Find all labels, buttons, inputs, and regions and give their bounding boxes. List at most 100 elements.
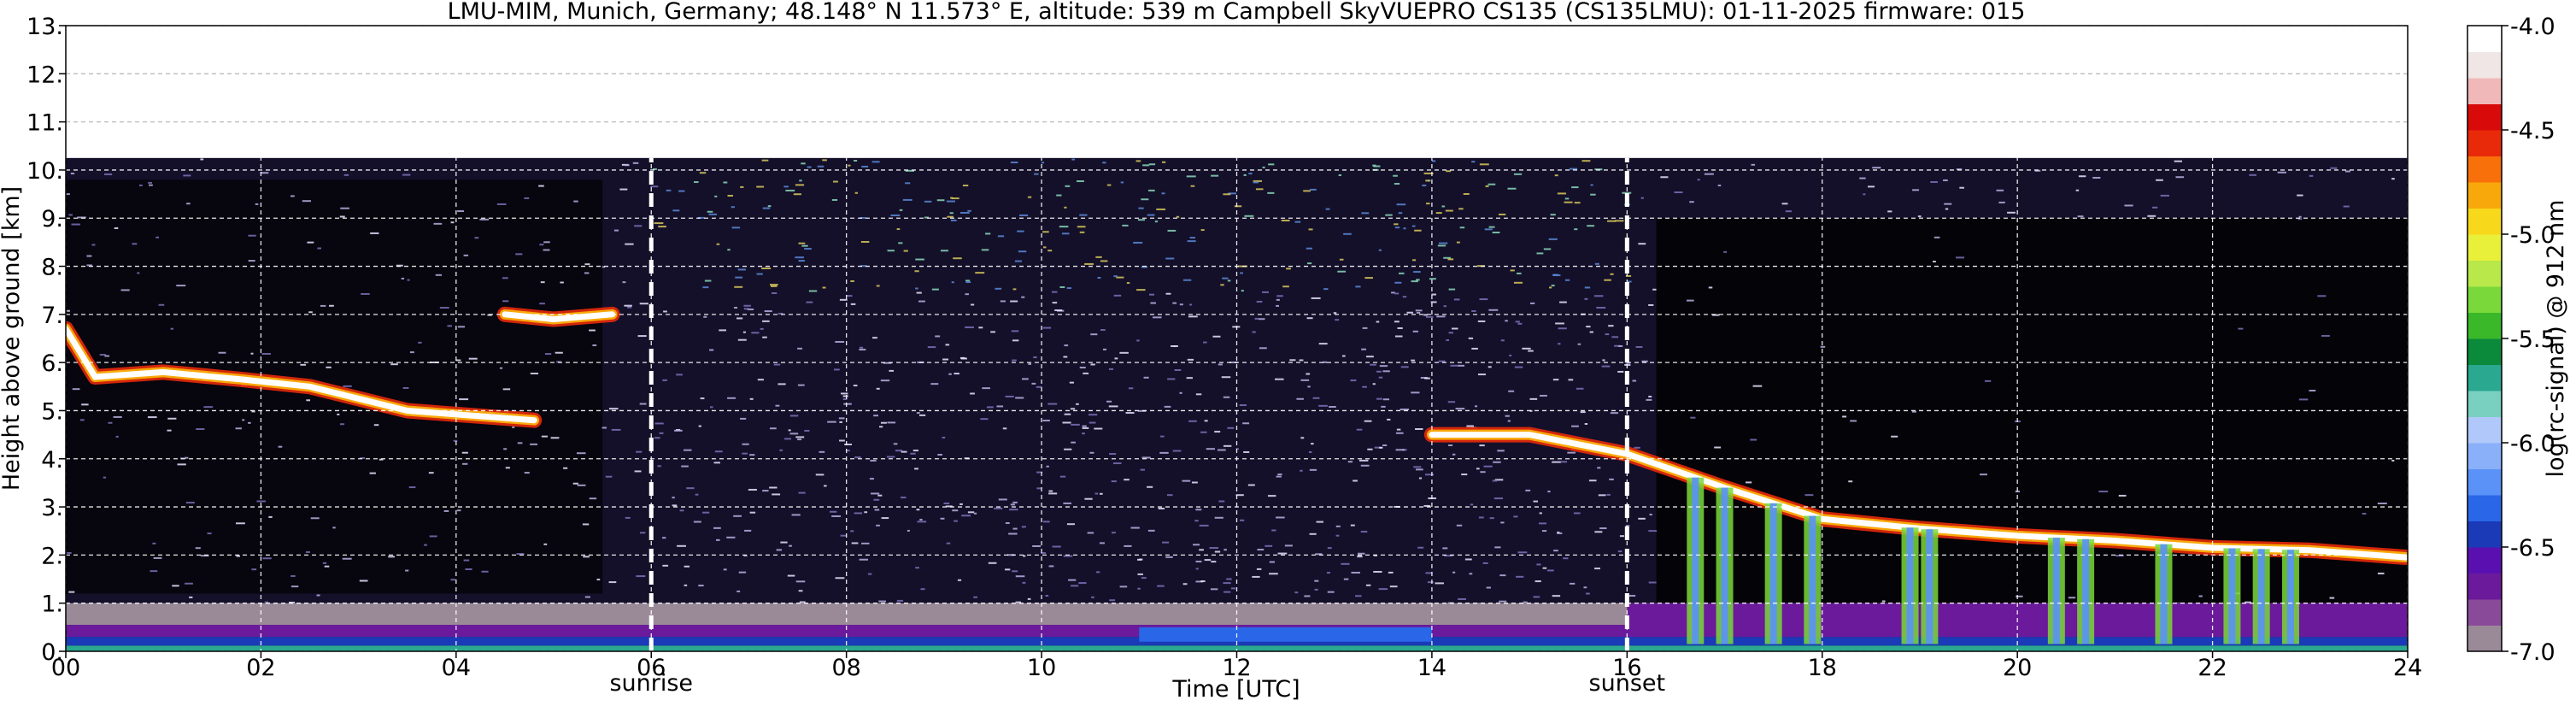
noise-speckle: [1195, 393, 1202, 396]
noise-speckle: [1500, 339, 1505, 342]
noise-speckle: [530, 372, 539, 374]
noise-speckle: [835, 577, 845, 580]
noise-speckle: [543, 543, 548, 545]
noise-speckle: [1448, 288, 1456, 291]
noise-speckle: [1395, 432, 1404, 434]
noise-speckle: [1012, 359, 1017, 362]
noise-speckle: [797, 347, 803, 350]
noise-speckle: [1195, 580, 1204, 583]
noise-speckle: [1077, 226, 1086, 228]
noise-speckle: [408, 486, 416, 489]
noise-speckle: [915, 567, 919, 569]
noise-speckle: [583, 556, 590, 558]
noise-speckle: [1420, 377, 1428, 379]
noise-speckle: [339, 215, 345, 218]
noise-speckle: [708, 213, 718, 215]
colorbar-segment: [2467, 391, 2502, 417]
noise-speckle: [503, 448, 508, 450]
colorbar-segment: [2467, 234, 2502, 261]
noise-speckle: [1466, 425, 1475, 427]
noise-speckle: [1240, 519, 1245, 521]
noise-speckle: [1872, 167, 1881, 169]
noise-speckle: [1010, 162, 1018, 164]
noise-speckle: [1045, 594, 1049, 597]
noise-speckle: [995, 287, 1002, 290]
noise-speckle: [1528, 350, 1534, 352]
noise-speckle: [777, 383, 786, 385]
noise-speckle: [1452, 571, 1456, 574]
noise-speckle: [1066, 287, 1072, 290]
x-tick-label: 02: [246, 655, 275, 681]
noise-speckle: [601, 266, 606, 268]
noise-speckle: [1148, 293, 1155, 296]
colorbar-segment: [2467, 547, 2502, 574]
noise-speckle: [743, 308, 750, 310]
noise-speckle: [1165, 257, 1175, 260]
noise-speckle: [524, 197, 530, 199]
noise-speckle: [2016, 595, 2023, 597]
noise-speckle: [1239, 404, 1247, 407]
noise-speckle: [516, 553, 525, 556]
noise-speckle: [1353, 479, 1358, 482]
noise-speckle: [1269, 561, 1275, 563]
noise-speckle: [1413, 466, 1422, 468]
noise-speckle: [1276, 475, 1282, 478]
noise-speckle: [1199, 524, 1209, 527]
noise-speckle: [1649, 514, 1652, 516]
y-tick-label: 8.: [41, 255, 63, 281]
noise-speckle: [200, 555, 209, 557]
noise-speckle: [1425, 572, 1433, 574]
noise-speckle: [2244, 601, 2251, 603]
noise-speckle: [1361, 348, 1367, 350]
noise-speckle: [793, 193, 801, 196]
noise-speckle: [1553, 550, 1558, 552]
noise-speckle: [1589, 331, 1593, 333]
noise-speckle: [1223, 549, 1227, 551]
noise-speckle: [784, 438, 792, 440]
noise-speckle: [771, 292, 777, 295]
noise-speckle: [429, 535, 437, 538]
noise-speckle: [1195, 568, 1199, 570]
noise-speckle: [158, 303, 165, 306]
noise-speckle: [1570, 582, 1576, 585]
noise-speckle: [622, 281, 626, 284]
noise-speckle: [1230, 587, 1236, 590]
noise-speckle: [890, 214, 901, 216]
y-axis-label: Height above ground [km]: [0, 186, 25, 491]
noise-speckle: [1012, 527, 1018, 530]
noise-speckle: [2344, 170, 2350, 173]
noise-speckle: [915, 287, 918, 290]
noise-speckle: [1723, 250, 1728, 253]
noise-speckle: [1289, 359, 1296, 362]
noise-speckle: [108, 421, 113, 424]
y-tick-label: 7.: [41, 303, 63, 329]
noise-speckle: [1516, 575, 1524, 578]
noise-speckle: [1242, 422, 1250, 425]
noise-speckle: [378, 458, 384, 461]
noise-speckle: [402, 174, 411, 176]
noise-speckle: [1536, 563, 1541, 566]
noise-speckle: [184, 456, 189, 459]
noise-speckle: [1350, 524, 1355, 527]
noise-speckle: [1476, 468, 1480, 470]
noise-speckle: [1611, 336, 1619, 338]
noise-speckle: [1211, 174, 1219, 177]
noise-speckle: [672, 497, 675, 499]
noise-speckle: [2007, 211, 2016, 214]
noise-speckle: [153, 556, 162, 559]
noise-speckle: [1176, 215, 1180, 218]
noise-speckle: [973, 596, 978, 598]
noise-speckle: [1203, 341, 1207, 344]
noise-speckle: [990, 331, 996, 333]
noise-speckle: [740, 185, 744, 188]
noise-speckle: [1548, 238, 1558, 240]
noise-speckle: [970, 392, 975, 395]
noise-speckle: [317, 247, 322, 250]
noise-speckle: [1079, 214, 1088, 216]
noise-speckle: [1610, 273, 1614, 275]
noise-speckle: [152, 542, 156, 544]
noise-speckle: [1505, 320, 1508, 322]
noise-speckle: [835, 340, 845, 343]
noise-speckle: [1277, 474, 1282, 476]
noise-speckle: [1366, 356, 1374, 358]
